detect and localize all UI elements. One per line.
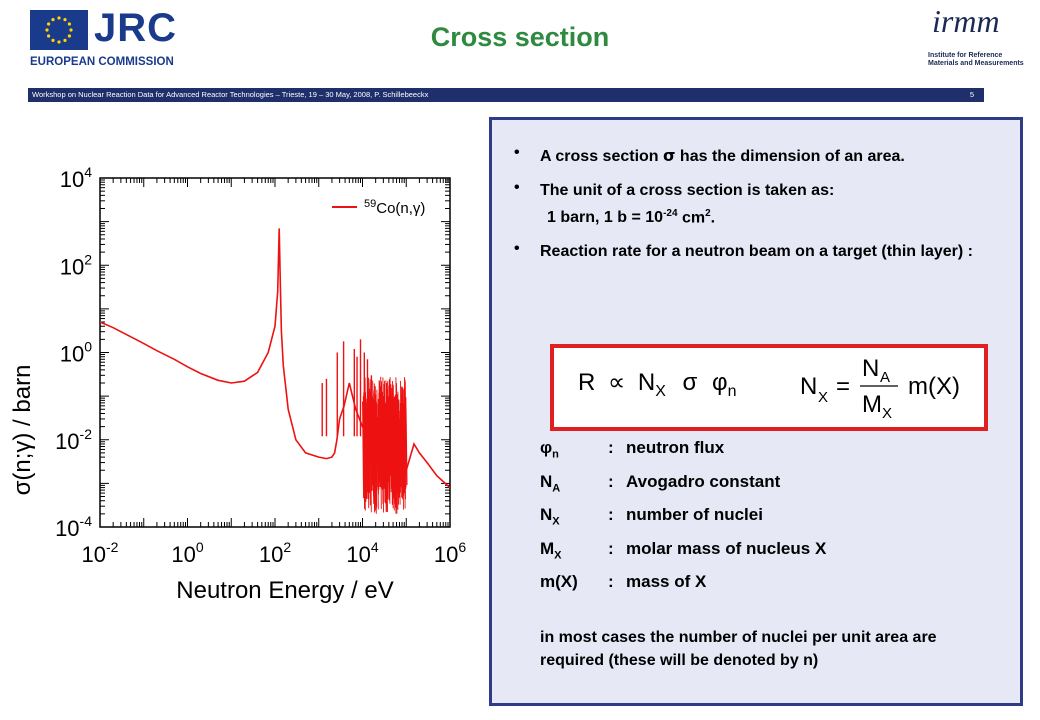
bullet-text: Reaction rate for a neutron beam on a ta… (540, 243, 973, 261)
definition-colon: : (608, 539, 614, 558)
exponent: -24 (663, 208, 678, 219)
formula-symbol: R (578, 369, 596, 396)
flag-star (63, 18, 67, 22)
formula-symbol: M (862, 391, 882, 418)
bullet-text: has the dimension of an area. (675, 148, 905, 165)
definition-symbol: N (540, 505, 553, 524)
definition-text: Avogadro constant (626, 472, 781, 491)
definition-subscript: X (554, 549, 562, 562)
bullet-dot-icon: • (514, 179, 520, 196)
flag-star (63, 38, 67, 42)
y-tick-label: 10-2 (55, 426, 92, 454)
irmm-logo-mark: irmm (932, 3, 1000, 39)
nuclei-note: in most cases the number of nuclei per u… (540, 629, 937, 669)
equals-sign: = (836, 373, 850, 400)
definition-subscript: A (552, 482, 561, 495)
x-axis-label: Neutron Energy / eV (176, 577, 393, 604)
formula-subscript: X (882, 405, 892, 422)
definition-colon: : (608, 438, 614, 457)
phi-symbol: φ (712, 369, 728, 396)
eu-flag-icon (30, 10, 88, 50)
flag-star (57, 16, 61, 20)
formula-symbol: N (800, 373, 817, 400)
irmm-subtext-line: Materials and Measurements (928, 60, 1024, 67)
y-tick-label: 102 (60, 251, 92, 279)
y-tick-label: 104 (60, 164, 92, 192)
barn-definition: 1 barn, 1 b = 10 (547, 209, 664, 227)
x-tick-label: 10-2 (82, 539, 119, 567)
definition-symbol: m(X) (540, 572, 578, 591)
workshop-text: Workshop on Nuclear Reaction Data for Ad… (32, 90, 429, 99)
formula-subscript: n (727, 382, 737, 400)
european-commission-text: EUROPEAN COMMISSION (30, 56, 174, 68)
page-title: Cross section (430, 22, 610, 52)
irmm-logo-text: irmm (932, 4, 1000, 39)
definition-subscript: X (552, 515, 560, 528)
formula-subscript: A (880, 369, 890, 386)
resonance-region (362, 376, 408, 514)
bullet-reaction-rate: • Reaction rate for a neutron beam on a … (514, 240, 1000, 263)
nx-formula: N X = N A M X m(X) (800, 355, 960, 422)
formula-subscript: X (655, 382, 666, 400)
sigma-symbol: σ (663, 146, 676, 165)
definition-colon: : (608, 572, 614, 591)
page-number: 5 (969, 90, 974, 99)
jrc-logo: JRC EUROPEAN COMMISSION (30, 6, 176, 70)
flag-star (69, 28, 73, 32)
jrc-logo-text: JRC (94, 6, 178, 50)
definition-subscript: n (552, 448, 559, 461)
unit-text: cm (677, 209, 706, 227)
definition-text: mass of X (626, 572, 707, 591)
y-tick-label: 100 (60, 339, 92, 367)
formula-box: R ∝ NX σ φn N X = N A M X m(X) (550, 344, 988, 431)
definition-text: number of nuclei (626, 505, 763, 524)
formula-symbol: N (862, 355, 879, 382)
bullet-text: The unit of a cross section is taken as: (540, 182, 835, 199)
flag-star (57, 40, 61, 44)
definition-colon: : (608, 472, 614, 491)
flag-star (47, 34, 51, 38)
bullet-unit: • The unit of a cross section is taken a… (514, 179, 1000, 229)
definition-symbol: N (540, 472, 553, 491)
x-tick-label: 100 (171, 539, 203, 567)
formula-symbol: N (637, 369, 656, 396)
definition-symbol: φ (540, 438, 553, 457)
irmm-subtext-line: Institute for Reference (928, 52, 1003, 59)
x-tick-label: 102 (259, 539, 291, 567)
flag-star (47, 22, 51, 26)
flag-star (67, 34, 71, 38)
y-tick-label: 10-4 (55, 513, 92, 541)
flag-star (45, 28, 49, 32)
proportional-symbol: ∝ (608, 369, 626, 396)
unit-text: . (710, 209, 716, 227)
formula-subscript: X (818, 389, 828, 406)
definition-text: neutron flux (626, 438, 725, 457)
flag-star (67, 22, 71, 26)
x-tick-label: 106 (434, 539, 466, 567)
irmm-subtext: Institute for Reference Materials and Me… (928, 52, 1024, 68)
info-panel: • A cross section σ has the dimension of… (489, 117, 1023, 706)
exponent: 2 (705, 208, 711, 219)
definition-colon: : (608, 505, 614, 524)
irmm-logo: irmm (910, 3, 1020, 78)
bullet-dot-icon: • (514, 240, 520, 258)
definition-symbol: M (540, 539, 555, 558)
flag-star (51, 38, 55, 42)
bullet-text: A cross section (540, 148, 664, 165)
reaction-rate-formula: R ∝ NX σ φn (578, 368, 736, 401)
x-tick-label: 104 (346, 539, 378, 567)
legend-label-59co: 59Co(n,γ) (364, 198, 425, 217)
workshop-bar: Workshop on Nuclear Reaction Data for Ad… (28, 88, 984, 102)
sigma-symbol: σ (682, 369, 698, 396)
y-axis-label: σ(n;γ) / barn (9, 365, 36, 496)
bullet-dot-icon: • (514, 144, 520, 161)
flag-star (51, 18, 55, 22)
bullet-dimension: • A cross section σ has the dimension of… (514, 144, 1000, 168)
formula-symbol: m(X) (908, 373, 960, 400)
definition-text: molar mass of nucleus X (626, 539, 827, 558)
